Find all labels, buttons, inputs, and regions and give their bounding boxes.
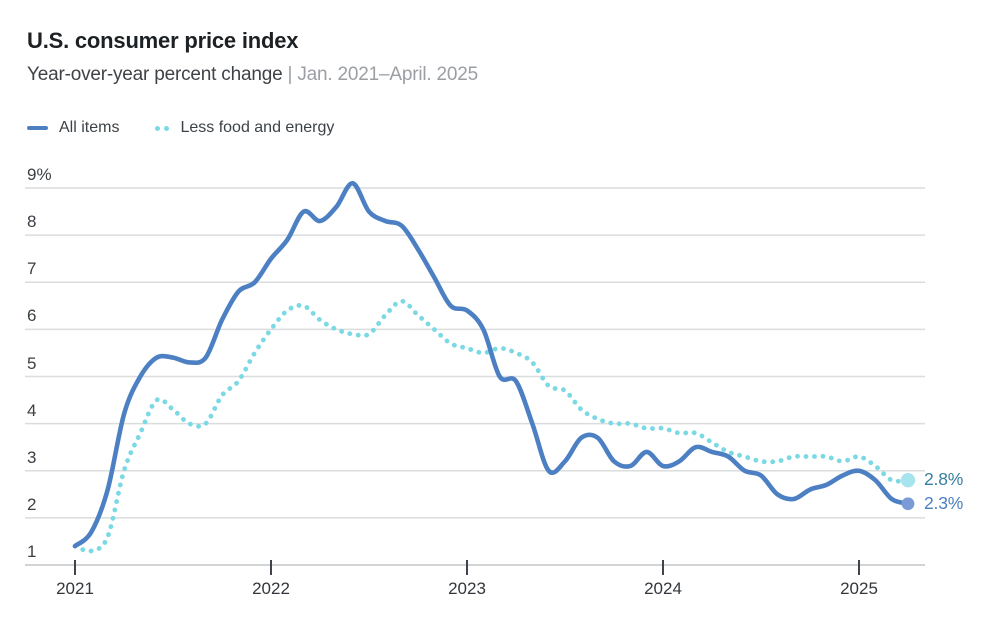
y-axis-label: 3 [27, 447, 37, 467]
page-title: U.S. consumer price index [27, 28, 299, 53]
series-line-all-items [72, 181, 911, 549]
end-value-label-core: 2.8% [924, 469, 964, 490]
dotted-line-swatch-icon [155, 125, 170, 131]
subtitle-date-range: | Jan. 2021–April. 2025 [287, 64, 479, 85]
x-axis-label: 2022 [252, 579, 290, 598]
y-axis-label: 1 [27, 542, 37, 561]
x-axis-label: 2025 [840, 579, 878, 598]
legend-label: Less food and energy [180, 119, 335, 136]
x-axis-label: 2024 [644, 579, 682, 598]
end-dot-all-items [901, 497, 915, 511]
end-value-label-all-items: 2.3% [924, 492, 964, 513]
y-axis-label: 4 [27, 400, 37, 420]
x-axis-label: 2021 [56, 579, 94, 598]
y-axis-label: 2 [27, 494, 37, 514]
solid-line-swatch-icon [27, 125, 48, 131]
chart-legend: All items Less food and energy [27, 119, 370, 137]
legend-item-core: Less food and energy [155, 119, 334, 137]
y-axis-label: 8 [27, 212, 37, 232]
end-dot-core [900, 472, 916, 488]
x-axis-label: 2023 [448, 579, 486, 598]
y-axis-label: 5 [27, 353, 37, 373]
subtitle-description: Year-over-year percent change [27, 64, 288, 85]
legend-label: All items [59, 119, 120, 136]
chart-subtitle: Year-over-year percent change | Jan. 202… [27, 64, 478, 86]
y-axis-label: 7 [27, 259, 37, 279]
legend-item-all-items: All items [27, 119, 119, 137]
y-axis-label: 6 [27, 306, 37, 326]
series-line-core [72, 298, 911, 554]
y-axis-label: 9% [27, 165, 52, 184]
